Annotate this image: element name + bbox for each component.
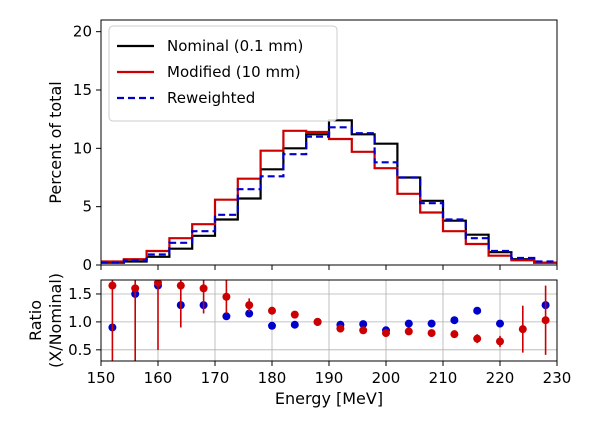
legend-label: Nominal (0.1 mm): [167, 37, 303, 55]
reweighted-ratio-point: [450, 316, 459, 325]
reweighted-ratio-point: [404, 319, 413, 328]
reweighted-ratio-point: [359, 320, 368, 329]
modified-ratio-point: [176, 281, 185, 290]
y-tick-label: 1.0: [68, 313, 92, 331]
ratio-axis-label-line: (X/Nominal): [46, 273, 65, 368]
y-tick-label: 15: [73, 81, 92, 99]
reweighted-ratio-point: [245, 309, 254, 318]
y-tick-label: 0: [82, 256, 92, 274]
y-tick-label: 5: [82, 198, 92, 216]
series-reweighted-line: [101, 126, 557, 264]
modified-ratio-point: [541, 316, 550, 325]
x-tick-label: 170: [201, 369, 230, 387]
modified-ratio-point: [290, 310, 299, 319]
modified-ratio-point: [108, 281, 117, 290]
modified-ratio-point: [199, 284, 208, 293]
ratio-axis-label: Ratio(X/Nominal): [26, 273, 65, 368]
reweighted-ratio-point: [290, 320, 299, 329]
modified-ratio-point: [450, 330, 459, 339]
modified-ratio-point: [131, 284, 140, 293]
y-tick-label: 10: [73, 139, 92, 157]
modified-ratio-point: [404, 327, 413, 336]
x-tick-label: 190: [315, 369, 344, 387]
reweighted-ratio-point: [496, 319, 504, 328]
modified-ratio-point: [496, 337, 504, 346]
bottom-plot-frame: [100, 279, 558, 362]
reweighted-ratio-point: [268, 321, 276, 330]
x-tick-label: 220: [486, 369, 515, 387]
modified-ratio-point: [518, 325, 527, 334]
x-tick-label: 160: [144, 369, 173, 387]
modified-ratio-point: [473, 334, 482, 343]
reweighted-ratio-point: [427, 319, 436, 328]
y-axis-label: Percent of total: [46, 81, 65, 203]
reweighted-ratio-point: [473, 306, 482, 315]
legend-label: Reweighted: [167, 89, 255, 107]
modified-ratio-point: [245, 301, 254, 310]
histogram-panel: 0 5 10 15 20 Percent of total Nominal (0.1 mm)…: [46, 19, 558, 274]
x-tick-label: 200: [372, 369, 401, 387]
modified-ratio-point: [154, 280, 162, 287]
x-tick-label: 210: [429, 369, 458, 387]
modified-ratio-point: [427, 329, 436, 338]
x-tick-label: 150: [87, 369, 116, 387]
legend-box: [108, 25, 338, 122]
modified-ratio-point: [222, 292, 231, 301]
modified-ratio-point: [268, 306, 276, 315]
top-plot-frame: [100, 19, 558, 266]
legend: Nominal (0.1 mm) Modified (10 mm) Reweight…: [108, 25, 338, 122]
y-tick-label: 20: [73, 23, 92, 41]
reweighted-ratio-point: [222, 312, 231, 321]
x-tick-label: 180: [258, 369, 287, 387]
modified-ratio-point: [313, 317, 322, 326]
modified-ratio-point: [336, 324, 345, 333]
ratio-axis-label-line: Ratio: [26, 300, 45, 341]
y-tick-label: 1.5: [68, 285, 92, 303]
x-tick-label: 230: [543, 369, 572, 387]
x-axis-label: Energy [MeV]: [275, 389, 383, 408]
modified-ratio-point: [359, 326, 368, 335]
legend-label: Modified (10 mm): [167, 63, 301, 81]
ratio-points: [108, 280, 550, 361]
y-tick-label: 0.5: [68, 341, 92, 359]
modified-ratio-point: [382, 329, 390, 338]
ratio-panel: 0.5 1.0 1.5 150 160 170 180 190 200 210 220 230 Rati…: [26, 273, 572, 408]
